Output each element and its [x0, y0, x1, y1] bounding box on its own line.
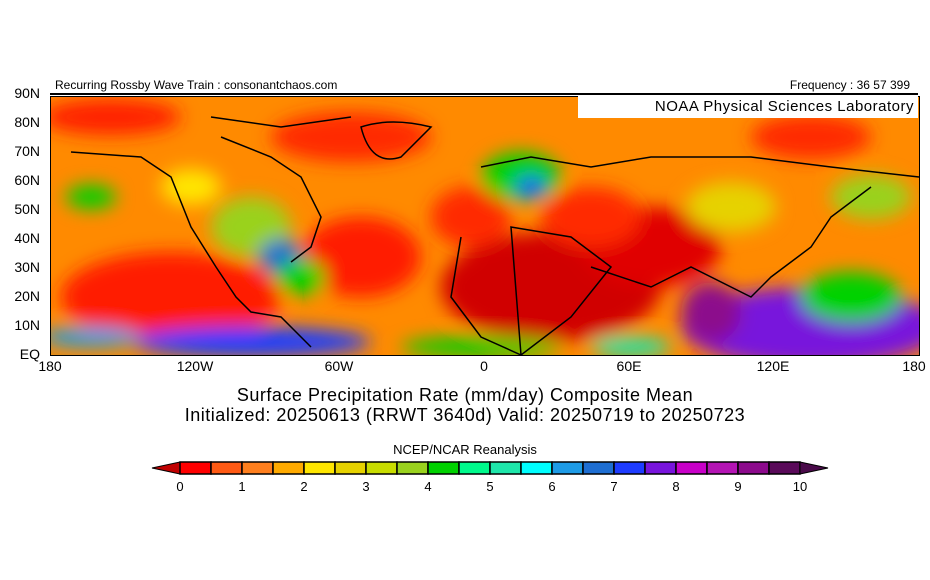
lon-label: 120E: [756, 358, 790, 374]
colorbar-swatch: [489, 461, 522, 475]
colorbar-swatch: [644, 461, 677, 475]
colorbar-swatch: [272, 461, 305, 475]
map-field: [51, 99, 919, 355]
colorbar-over-triangle: [799, 461, 829, 475]
lon-label: 120W: [176, 358, 214, 374]
header-left: Recurring Rossby Wave Train : consonantc…: [55, 78, 338, 92]
colorbar-swatch: [520, 461, 553, 475]
colorbar-tick-label: 3: [362, 479, 370, 494]
colorbar-tick-label: 8: [672, 479, 680, 494]
colorbar-tick-label: 0: [176, 479, 184, 494]
colorbar-swatch: [303, 461, 336, 475]
lon-label: 60E: [616, 358, 642, 374]
colorbar-under-triangle: [151, 461, 181, 475]
colorbar-tick-label: 9: [734, 479, 742, 494]
colorbar-source: NCEP/NCAR Reanalysis: [393, 442, 537, 457]
lon-label: 180: [38, 358, 62, 374]
colorbar-tick-label: 7: [610, 479, 618, 494]
colorbar-tick-label: 5: [486, 479, 494, 494]
header-right: Frequency : 36 57 399: [789, 78, 910, 92]
lat-label: EQ: [19, 346, 40, 362]
colorbar: [151, 461, 829, 475]
colorbar-swatch: [768, 461, 801, 475]
colorbar-swatch: [737, 461, 770, 475]
noaa-watermark: NOAA Physical Sciences Laboratory: [578, 96, 918, 118]
colorbar-swatch: [706, 461, 739, 475]
lat-label: 90N: [14, 85, 40, 101]
lat-label: 50N: [14, 201, 40, 217]
colorbar-tick-label: 1: [238, 479, 246, 494]
colorbar-swatch: [334, 461, 367, 475]
lon-label: 180: [902, 358, 926, 374]
lat-label: 30N: [14, 259, 40, 275]
lon-label: 0: [480, 358, 488, 374]
colorbar-swatch: [427, 461, 460, 475]
lat-label: 20N: [14, 288, 40, 304]
colorbar-tick-label: 10: [792, 479, 808, 494]
lat-label: 10N: [14, 317, 40, 333]
lat-label: 60N: [14, 172, 40, 188]
colorbar-swatch: [210, 461, 243, 475]
lat-label: 80N: [14, 114, 40, 130]
lon-label: 60W: [324, 358, 354, 374]
colorbar-swatch: [458, 461, 491, 475]
colorbar-tick-label: 4: [424, 479, 432, 494]
colorbar-swatch: [365, 461, 398, 475]
precipitation-map: [50, 96, 920, 356]
lat-label: 70N: [14, 143, 40, 159]
colorbar-tick-label: 2: [300, 479, 308, 494]
lat-label: 40N: [14, 230, 40, 246]
colorbar-swatch: [613, 461, 646, 475]
colorbar-swatch: [396, 461, 429, 475]
colorbar-swatch: [551, 461, 584, 475]
colorbar-tick-label: 6: [548, 479, 556, 494]
colorbar-swatch: [179, 461, 212, 475]
colorbar-swatch: [241, 461, 274, 475]
map-title: Surface Precipitation Rate (mm/day) Comp…: [236, 385, 694, 405]
header-rule: [50, 93, 918, 95]
colorbar-swatch: [675, 461, 708, 475]
colorbar-swatch: [582, 461, 615, 475]
map-subtitle: Initialized: 20250613 (RRWT 3640d) Valid…: [184, 405, 746, 425]
